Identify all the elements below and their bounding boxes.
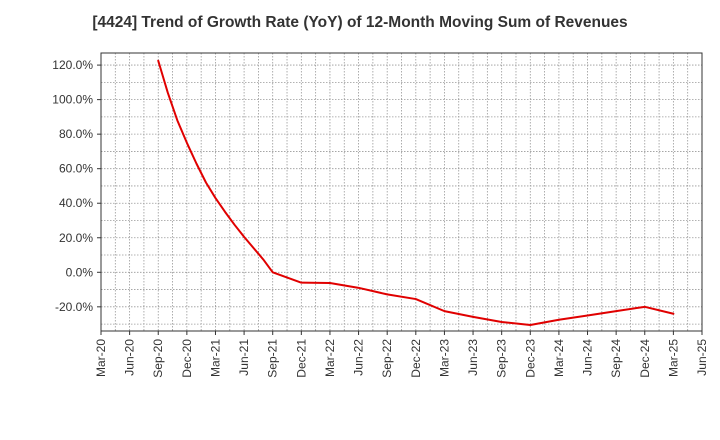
- x-tick-label: Sep-24: [609, 339, 623, 378]
- y-tick-label: 120.0%: [52, 58, 93, 72]
- chart-title: [4424] Trend of Growth Rate (YoY) of 12-…: [92, 14, 628, 31]
- y-tick-label: 40.0%: [59, 196, 93, 210]
- x-tick-label: Dec-24: [638, 339, 652, 378]
- x-tick-label: Dec-22: [409, 339, 423, 378]
- x-tick-label: Jun-23: [466, 339, 480, 376]
- x-tick-label: Mar-20: [94, 339, 108, 377]
- x-tick-label: Dec-20: [180, 339, 194, 378]
- y-tick-label: 100.0%: [52, 93, 93, 107]
- x-tick-label: Mar-21: [208, 339, 222, 377]
- y-tick-label: -20.0%: [55, 300, 93, 314]
- x-tick-label: Sep-23: [495, 339, 509, 378]
- y-tick-label: 0.0%: [66, 265, 94, 279]
- plot-frame: [100, 52, 703, 332]
- x-tick-label: Mar-25: [666, 339, 680, 377]
- x-tick-label: Sep-20: [151, 339, 165, 378]
- x-tick-label: Mar-22: [323, 339, 337, 377]
- x-tick-label: Sep-22: [380, 339, 394, 378]
- series-line: [157, 59, 675, 326]
- y-tick-label: 20.0%: [59, 231, 93, 245]
- y-tick-label: 80.0%: [59, 127, 93, 141]
- x-tick-label: Mar-24: [552, 339, 566, 377]
- y-tick-label: 60.0%: [59, 162, 93, 176]
- x-tick-label: Jun-20: [123, 339, 137, 376]
- x-tick-label: Jun-22: [352, 339, 366, 376]
- x-tick-label: Sep-21: [266, 339, 280, 378]
- x-tick-label: Mar-23: [437, 339, 451, 377]
- x-tick-label: Jun-21: [237, 339, 251, 376]
- x-tick-label: Dec-23: [523, 339, 537, 378]
- x-tick-label: Dec-21: [294, 339, 308, 378]
- x-tick-label: Jun-25: [695, 339, 709, 376]
- x-tick-label: Jun-24: [581, 339, 595, 376]
